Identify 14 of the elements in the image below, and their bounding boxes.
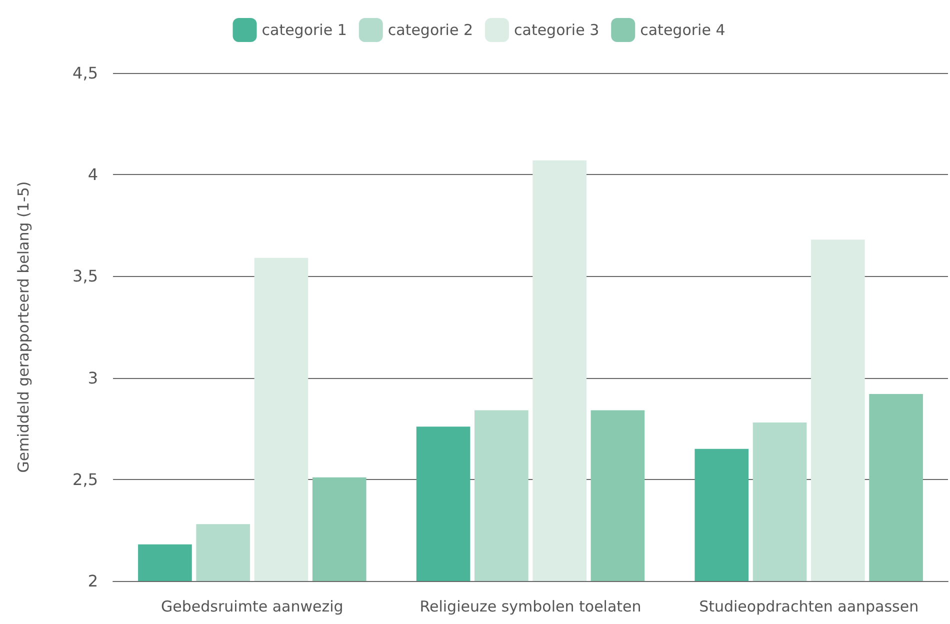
legend-label: categorie 3 <box>514 21 600 39</box>
x-tick-label: Gebedsruimte aanwezig <box>161 598 344 616</box>
legend-label: categorie 2 <box>388 21 474 39</box>
legend-label: categorie 1 <box>262 21 347 39</box>
y-tick-label: 4,5 <box>72 64 98 82</box>
y-tick-label: 3 <box>88 368 98 388</box>
legend-label: categorie 4 <box>640 21 726 39</box>
y-tick-label: 3,5 <box>72 266 98 286</box>
y-axis-title: Gemiddeld gerapporteerd belang (1-5) <box>14 181 32 473</box>
y-tick-label: 4 <box>88 165 98 184</box>
y-tick-label: 2 <box>88 572 98 590</box>
x-tick-label: Studieopdrachten aanpassen <box>699 598 919 616</box>
y-tick-label: 2,5 <box>72 470 98 489</box>
x-tick-label: Religieuze symbolen toelaten <box>420 598 642 616</box>
